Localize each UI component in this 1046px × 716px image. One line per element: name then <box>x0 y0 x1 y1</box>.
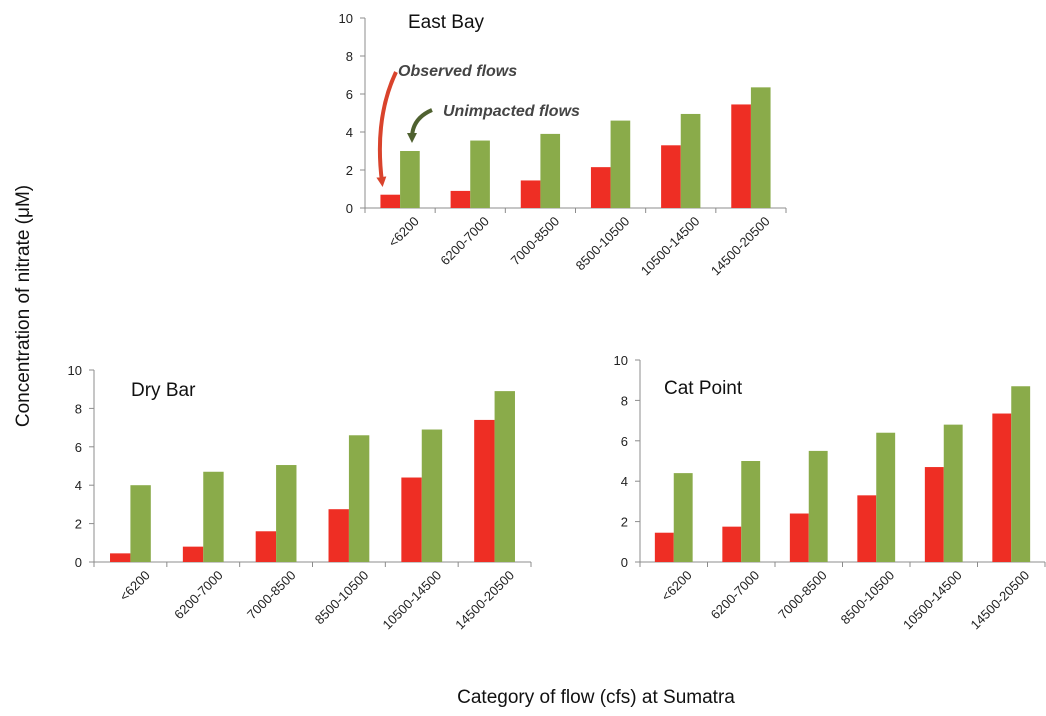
y-tick-label: 6 <box>346 87 353 102</box>
unimpacted-bar-4 <box>943 424 963 562</box>
observed-bar-0 <box>380 194 401 208</box>
x-category-label: 6200-7000 <box>437 214 492 269</box>
observed-bar-5 <box>992 413 1012 562</box>
y-tick-label: 10 <box>68 363 82 378</box>
y-tick-label: 0 <box>346 201 353 216</box>
unimpacted-bar-5 <box>750 87 771 208</box>
x-category-label: 14500-20500 <box>452 568 517 633</box>
x-category-label: 10500-14500 <box>900 568 965 633</box>
observed-bar-5 <box>474 419 495 562</box>
unimpacted-bar-1 <box>203 471 224 562</box>
observed-bar-2 <box>789 513 809 562</box>
unimpacted-bar-3 <box>876 432 896 562</box>
y-tick-label: 8 <box>75 401 82 416</box>
y-tick-label: 6 <box>621 434 628 449</box>
x-category-label: 6200-7000 <box>708 568 763 623</box>
y-tick-label: 4 <box>346 125 353 140</box>
observed-bar-3 <box>590 167 611 208</box>
y-tick-label: 2 <box>75 517 82 532</box>
x-category-label: 8500-10500 <box>838 568 898 628</box>
observed-bar-0 <box>110 553 131 562</box>
unimpacted-bar-5 <box>494 391 515 562</box>
observed-bar-1 <box>722 526 742 562</box>
unimpacted-bar-4 <box>421 429 443 562</box>
x-category-label: 10500-14500 <box>638 214 703 279</box>
x-category-label: 8500-10500 <box>312 568 372 628</box>
panel-title: Dry Bar <box>131 380 196 401</box>
unimpacted-flows-annotation: Unimpacted flows <box>443 103 580 120</box>
observed-bar-2 <box>255 531 277 562</box>
unimpacted-bar-4 <box>680 113 701 208</box>
observed-bar-3 <box>857 495 877 562</box>
observed-bar-4 <box>661 145 681 208</box>
y-tick-label: 10 <box>339 11 353 26</box>
observed-bar-1 <box>182 546 204 562</box>
x-category-label: 7000-8500 <box>508 214 563 269</box>
panel-title: East Bay <box>408 12 485 33</box>
observed-flows-arrow <box>376 71 398 187</box>
unimpacted-flows-arrow <box>407 108 433 143</box>
unimpacted-bar-0 <box>130 485 151 562</box>
unimpacted-bar-5 <box>1011 386 1031 562</box>
x-category-label: 6200-7000 <box>171 568 226 623</box>
y-tick-label: 4 <box>75 478 82 493</box>
unimpacted-bar-1 <box>741 461 761 562</box>
y-tick-label: 2 <box>621 515 628 530</box>
unimpacted-bar-3 <box>610 120 631 208</box>
x-category-label: <6200 <box>385 214 421 250</box>
x-category-label: 10500-14500 <box>379 568 444 633</box>
y-tick-label: 6 <box>75 440 82 455</box>
x-category-label: 7000-8500 <box>775 568 830 623</box>
observed-bar-0 <box>654 532 674 562</box>
unimpacted-bar-3 <box>348 435 370 562</box>
panel-title: Cat Point <box>664 378 743 399</box>
x-category-label: 7000-8500 <box>244 568 299 623</box>
y-tick-label: 0 <box>75 555 82 570</box>
unimpacted-bar-1 <box>470 140 490 208</box>
y-tick-label: 8 <box>346 49 353 64</box>
observed-flows-annotation: Observed flows <box>398 63 517 80</box>
observed-bar-4 <box>401 477 422 562</box>
chart-panel-dry-bar: 0 2 4 6 8 10 <6200 6200-7000 7000-8500 8500-10500… <box>68 363 532 633</box>
y-tick-label: 2 <box>346 163 353 178</box>
observed-bar-5 <box>731 104 751 208</box>
y-tick-label: 4 <box>621 474 628 489</box>
observed-bar-3 <box>328 509 349 562</box>
y-tick-label: 8 <box>621 393 628 408</box>
chart-panel-cat-point: 0 2 4 6 8 10 <6200 6200-7000 7000-8500 8500-10500… <box>614 353 1046 633</box>
x-category-label: 14500-20500 <box>967 568 1032 633</box>
x-axis-title: Category of flow (cfs) at Sumatra <box>457 687 735 708</box>
unimpacted-bar-0 <box>673 473 693 562</box>
y-tick-label: 0 <box>621 555 628 570</box>
observed-bar-2 <box>520 180 541 208</box>
chart-panel-east-bay: 0 2 4 6 8 10 <6200 6200-7000 7000-8500 8500-10500… <box>339 11 787 279</box>
observed-bar-1 <box>450 190 471 208</box>
unimpacted-bar-2 <box>808 450 828 562</box>
x-category-label: <6200 <box>658 568 694 604</box>
x-category-label: <6200 <box>117 568 153 604</box>
y-tick-label: 10 <box>614 353 628 368</box>
unimpacted-bar-0 <box>400 151 420 208</box>
x-category-label: 8500-10500 <box>573 214 633 274</box>
y-axis-title: Concentration of nitrate (μM) <box>13 185 34 427</box>
unimpacted-bar-2 <box>276 465 297 562</box>
unimpacted-bar-2 <box>540 133 561 208</box>
x-category-label: 14500-20500 <box>708 214 773 279</box>
observed-bar-4 <box>924 467 944 562</box>
